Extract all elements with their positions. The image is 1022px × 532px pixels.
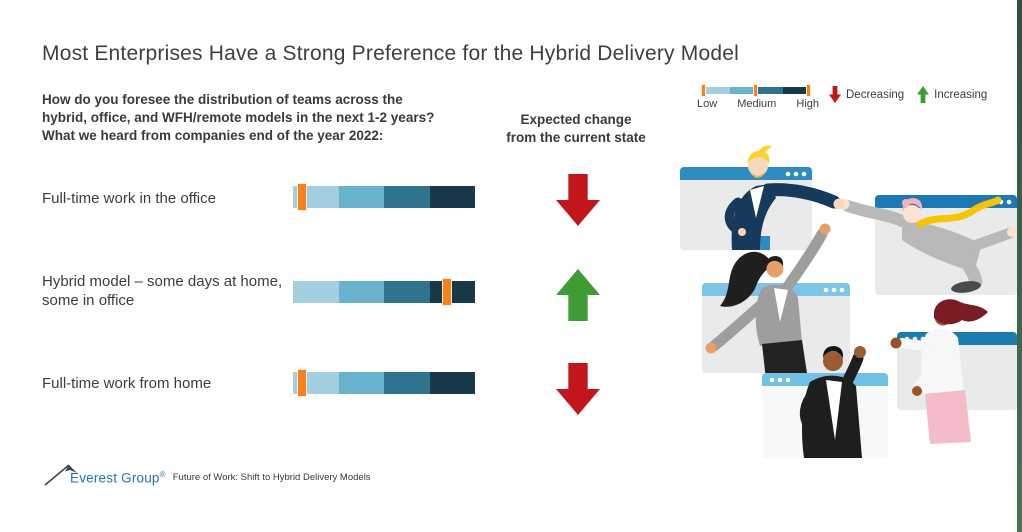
person-gray-suit-icon [838, 196, 1017, 293]
legend-scale-segment [782, 87, 809, 94]
survey-question: How do you foresee the distribution of t… [42, 92, 435, 143]
current-position-marker [442, 278, 453, 306]
everest-group-logo-text: Everest Group® [70, 470, 166, 489]
expected-change-arrow-office [556, 174, 600, 226]
preference-scale-bar-office [293, 183, 475, 211]
row-label-hybrid: Hybrid model – some days at home, some i… [42, 273, 283, 310]
legend-label-high: High [796, 98, 819, 110]
scale-segment [338, 186, 384, 208]
legend-label-low: Low [697, 98, 718, 110]
legend-label-medium: Medium [737, 98, 777, 110]
legend-change-indicators: Decreasing Increasing [829, 86, 987, 103]
scale-segment [338, 372, 384, 394]
brand-name: Everest Group [70, 470, 160, 485]
legend-tick-high [806, 84, 811, 97]
person-black-suit-icon [799, 346, 866, 458]
footer-caption: Future of Work: Shift to Hybrid Delivery… [172, 472, 371, 483]
row-label-wfh: Full-time work from home [42, 375, 212, 392]
legend-scale-segment [729, 87, 756, 94]
legend-scale-segment [756, 87, 783, 94]
scale-segment [429, 281, 475, 303]
person-white-top-icon [890, 299, 988, 444]
scale-segment [429, 372, 475, 394]
page-title: Most Enterprises Have a Strong Preferenc… [42, 42, 739, 65]
expected-change-arrow-hybrid [556, 269, 600, 321]
scale-segment [384, 372, 430, 394]
preference-scale-bar-hybrid [293, 278, 475, 306]
legend-tick-low [701, 84, 706, 97]
scale-segment [293, 281, 339, 303]
legend-scale-segment [703, 87, 730, 94]
registered-mark: ® [159, 469, 166, 479]
everest-group-logo-mark-icon [44, 464, 77, 486]
footer: Everest Group® Future of Work: Shift to … [44, 458, 371, 488]
scale-segment [338, 281, 384, 303]
legend-tick-medium [753, 84, 758, 97]
legend-scale-bar [701, 84, 811, 97]
scale-segment [384, 281, 430, 303]
decreasing-label: Decreasing [846, 88, 905, 101]
scale-segment [384, 186, 430, 208]
person-navy-suit-icon [724, 145, 845, 250]
preference-scale-bar-wfh [293, 369, 475, 397]
current-position-marker [296, 369, 307, 397]
person-gray-blazer-icon [705, 223, 831, 380]
right-edge-strip [1017, 0, 1022, 532]
increasing-label: Increasing [934, 88, 988, 101]
decreasing-arrow-icon [829, 86, 841, 103]
legend-scale-labels: Low Medium High [697, 98, 819, 110]
expected-change-column-header: Expected change from the current state [506, 112, 646, 145]
row-label-office: Full-time work in the office [42, 190, 216, 207]
team-highfive-illustration [680, 145, 1017, 458]
scale-segment [429, 186, 475, 208]
increasing-arrow-icon [917, 86, 929, 103]
current-position-marker [296, 183, 307, 211]
expected-change-arrow-wfh [556, 363, 600, 415]
